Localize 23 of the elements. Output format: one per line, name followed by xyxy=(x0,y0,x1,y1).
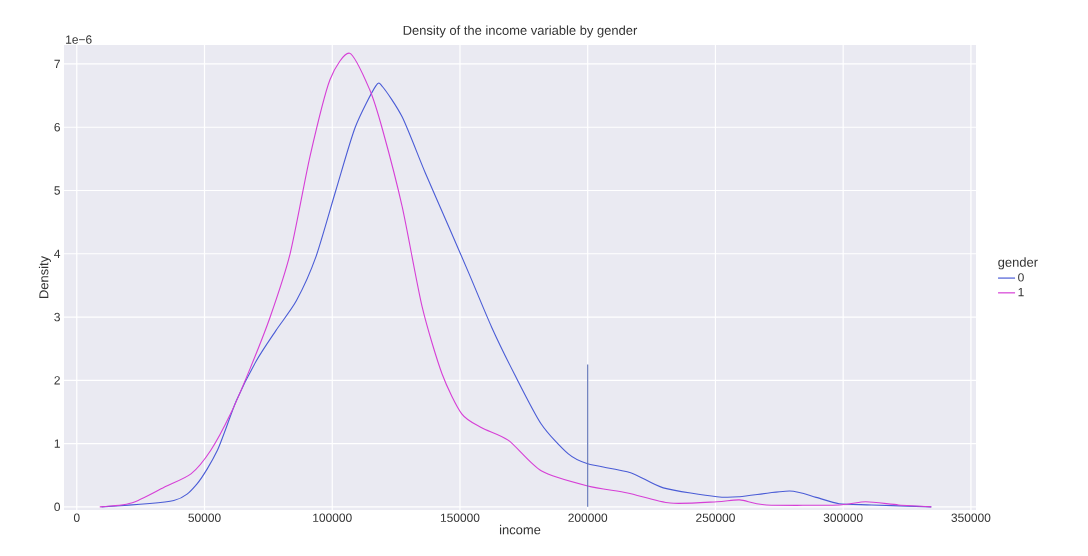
x-tick-label: 100000 xyxy=(313,513,352,522)
y-tick-label: 3 xyxy=(54,312,60,322)
y-tick-label: 7 xyxy=(54,59,60,69)
text: 1e−6 xyxy=(66,35,92,44)
x-tick-label: 50000 xyxy=(188,513,221,522)
y-tick-label: 0 xyxy=(54,502,61,512)
chart-title: Density of the income variable by gender xyxy=(403,25,638,38)
legend-label: 0 xyxy=(1018,273,1024,282)
x-tick-label: 150000 xyxy=(440,513,480,522)
x-tick-label: 300000 xyxy=(823,513,863,522)
y-axis-title: Density xyxy=(38,255,51,299)
x-tick-label: 350000 xyxy=(951,513,991,522)
legend-title: gender xyxy=(998,257,1038,270)
x-tick-label: 0 xyxy=(73,513,80,522)
y-tick-label: 6 xyxy=(54,123,60,132)
y-tick-label: 1 xyxy=(54,439,60,448)
x-tick-label: 200000 xyxy=(568,513,608,522)
y-tick-label: 5 xyxy=(54,186,60,195)
y-tick-label: 2 xyxy=(54,376,60,385)
x-axis-title: income xyxy=(499,524,541,535)
x-tick-label: 250000 xyxy=(696,513,735,522)
legend-label: 1 xyxy=(1018,287,1024,297)
y-tick-label: 4 xyxy=(54,249,61,258)
